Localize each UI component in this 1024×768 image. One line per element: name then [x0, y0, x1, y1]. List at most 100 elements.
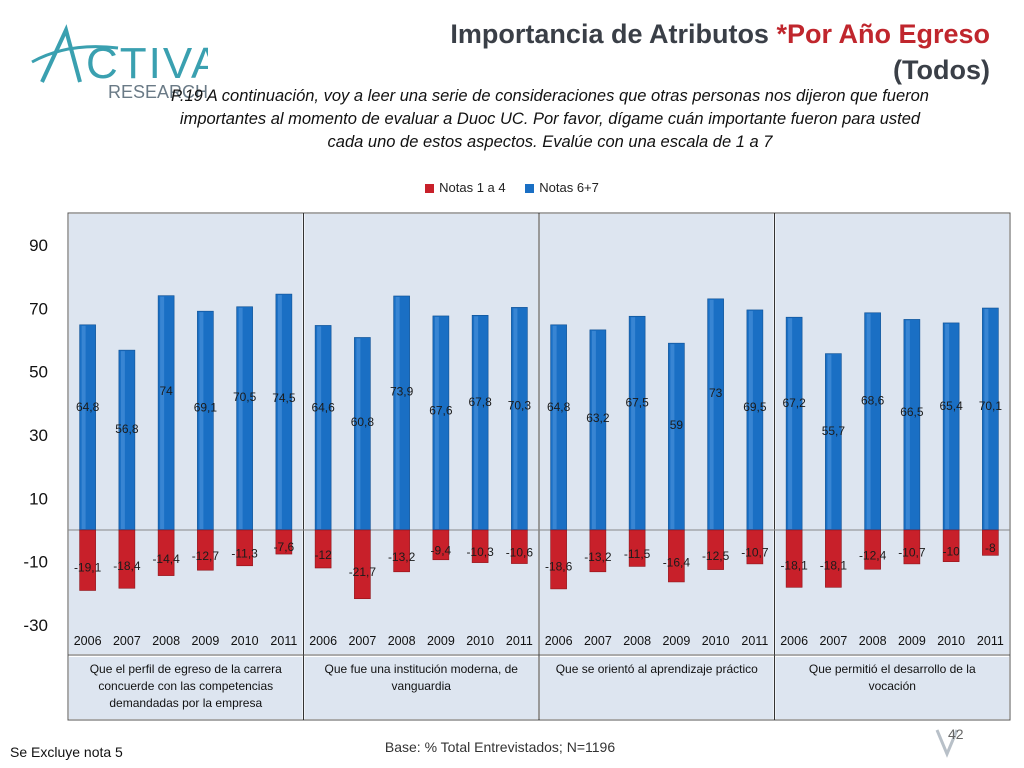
data-label-pos: 60,8	[351, 415, 375, 429]
y-tick-label: 10	[29, 489, 48, 508]
bar-highlight	[513, 308, 518, 529]
data-label-neg: -12,4	[859, 549, 887, 563]
x-tick-label: 2009	[898, 634, 926, 648]
bar-highlight	[905, 320, 910, 529]
bar-notas-1-4	[432, 529, 450, 561]
x-tick-label: 2007	[113, 634, 141, 648]
bar-highlight	[591, 330, 596, 529]
data-label-neg: -11,3	[231, 547, 258, 561]
bar-notas-1-4	[550, 529, 567, 590]
data-label-pos: 70,3	[508, 399, 532, 413]
bar-highlight	[434, 316, 439, 529]
bar-notas-1-4	[628, 529, 646, 567]
bar-notas-1-4	[864, 529, 881, 570]
bar-notas-1-4	[707, 529, 724, 570]
group-category-label: Que fue una institución moderna, de vangu…	[325, 662, 519, 693]
data-label-neg: -18,4	[113, 559, 141, 573]
bar-notas-1-4	[785, 529, 803, 588]
data-label-neg: -10,7	[898, 546, 926, 560]
y-tick-label: 70	[29, 299, 48, 318]
data-label-neg: -18,6	[545, 559, 573, 573]
x-tick-label: 2011	[506, 634, 533, 648]
data-label-pos: 64,6	[311, 400, 335, 414]
group-category-label-line: vanguardia	[392, 679, 452, 693]
group-panel	[775, 214, 1009, 654]
bar-notas-1-4	[197, 529, 214, 571]
bar-highlight	[709, 299, 714, 529]
data-label-pos: 70,5	[233, 390, 257, 404]
data-label-pos: 56,8	[115, 422, 139, 436]
data-label-pos: 55,7	[822, 424, 846, 438]
group-panel	[69, 214, 303, 654]
data-label-neg: -13,2	[388, 550, 416, 564]
legend-item-notas-1-4: Notas 1 a 4	[425, 180, 506, 195]
group-category-label-line: Que fue una institución moderna, de	[325, 662, 519, 676]
survey-question: P.19 A continuación, voy a leer una seri…	[171, 87, 929, 151]
x-tick-label: 2009	[662, 634, 690, 648]
footer-note: Se Excluye nota 5	[10, 744, 123, 760]
bar-notas-1-4	[118, 529, 136, 589]
group-category-label: Que el perfil de egreso de la carrera con…	[90, 662, 282, 710]
category-label-box	[69, 657, 303, 719]
svg-text:CTIVA: CTIVA	[86, 39, 208, 88]
data-label-neg: -10	[942, 544, 960, 558]
group-category-label: Que permitió el desarrollo de la vocación	[809, 662, 976, 693]
x-tick-label: 2011	[977, 634, 1004, 648]
data-label-neg: -18,1	[780, 559, 808, 573]
x-tick-label: 2009	[427, 634, 455, 648]
bar-notas-1-4	[354, 529, 371, 600]
x-tick-label: 2008	[623, 634, 651, 648]
bar-notas-1-4	[275, 529, 293, 555]
x-tick-label: 2007	[584, 634, 612, 648]
bar-highlight	[827, 354, 832, 529]
bar-notas-1-4	[511, 529, 528, 564]
legend-item-notas-6-7: Notas 6+7	[525, 180, 599, 195]
x-tick-label: 2010	[231, 634, 259, 648]
bar-highlight	[552, 325, 557, 529]
bar-notas-1-4	[471, 529, 489, 563]
x-tick-label: 2008	[152, 634, 180, 648]
bar-highlight	[199, 312, 204, 529]
group-category-label-line: demandadas por la empresa	[109, 696, 262, 710]
bar-highlight	[317, 326, 322, 529]
data-label-pos: 69,5	[743, 400, 767, 414]
bar-notas-1-4	[746, 529, 764, 565]
data-label-neg: -21,7	[349, 565, 377, 579]
bar-notas-1-4	[79, 529, 96, 591]
y-tick-label: 50	[29, 363, 48, 382]
x-tick-label: 2008	[859, 634, 887, 648]
y-tick-label: 30	[29, 426, 48, 445]
bar-highlight	[788, 318, 793, 529]
bar-notas-1-4	[589, 529, 607, 573]
data-label-neg: -7,6	[274, 540, 295, 554]
data-label-neg: -9,4	[431, 543, 452, 557]
category-label-box	[775, 657, 1009, 719]
x-tick-label: 2007	[348, 634, 376, 648]
data-label-pos: 59	[670, 418, 684, 432]
x-tick-label: 2010	[702, 634, 730, 648]
x-tick-label: 2011	[270, 634, 297, 648]
legend-swatch-red	[425, 184, 435, 194]
x-tick-label: 2006	[74, 634, 102, 648]
bar-highlight	[238, 307, 243, 529]
bar-notas-1-4	[825, 529, 842, 588]
bar-notas-1-4	[157, 529, 175, 576]
corner-logo-icon	[935, 729, 959, 758]
y-tick-label: -10	[23, 553, 48, 572]
group-category-label-line: Que permitió el desarrollo de la	[809, 662, 976, 676]
data-label-neg: -10,6	[506, 545, 534, 559]
data-label-neg: -11,5	[624, 547, 651, 561]
bar-notas-1-4	[903, 529, 921, 565]
data-label-pos: 66,5	[900, 405, 924, 419]
data-label-pos: 74	[159, 384, 173, 398]
data-label-neg: -18,1	[820, 559, 848, 573]
data-label-neg: -12,5	[702, 549, 730, 563]
group-category-label-line: Que se orientó al aprendizaje práctico	[556, 662, 758, 676]
bar-highlight	[670, 344, 675, 529]
bar-notas-1-4	[942, 529, 960, 562]
data-label-pos: 70,1	[979, 399, 1003, 413]
group-panel	[540, 214, 774, 654]
svg-text:RESEARCH: RESEARCH	[108, 82, 208, 102]
footer-base: Base: % Total Entrevistados; N=1196	[384, 739, 616, 755]
x-tick-label: 2006	[780, 634, 808, 648]
